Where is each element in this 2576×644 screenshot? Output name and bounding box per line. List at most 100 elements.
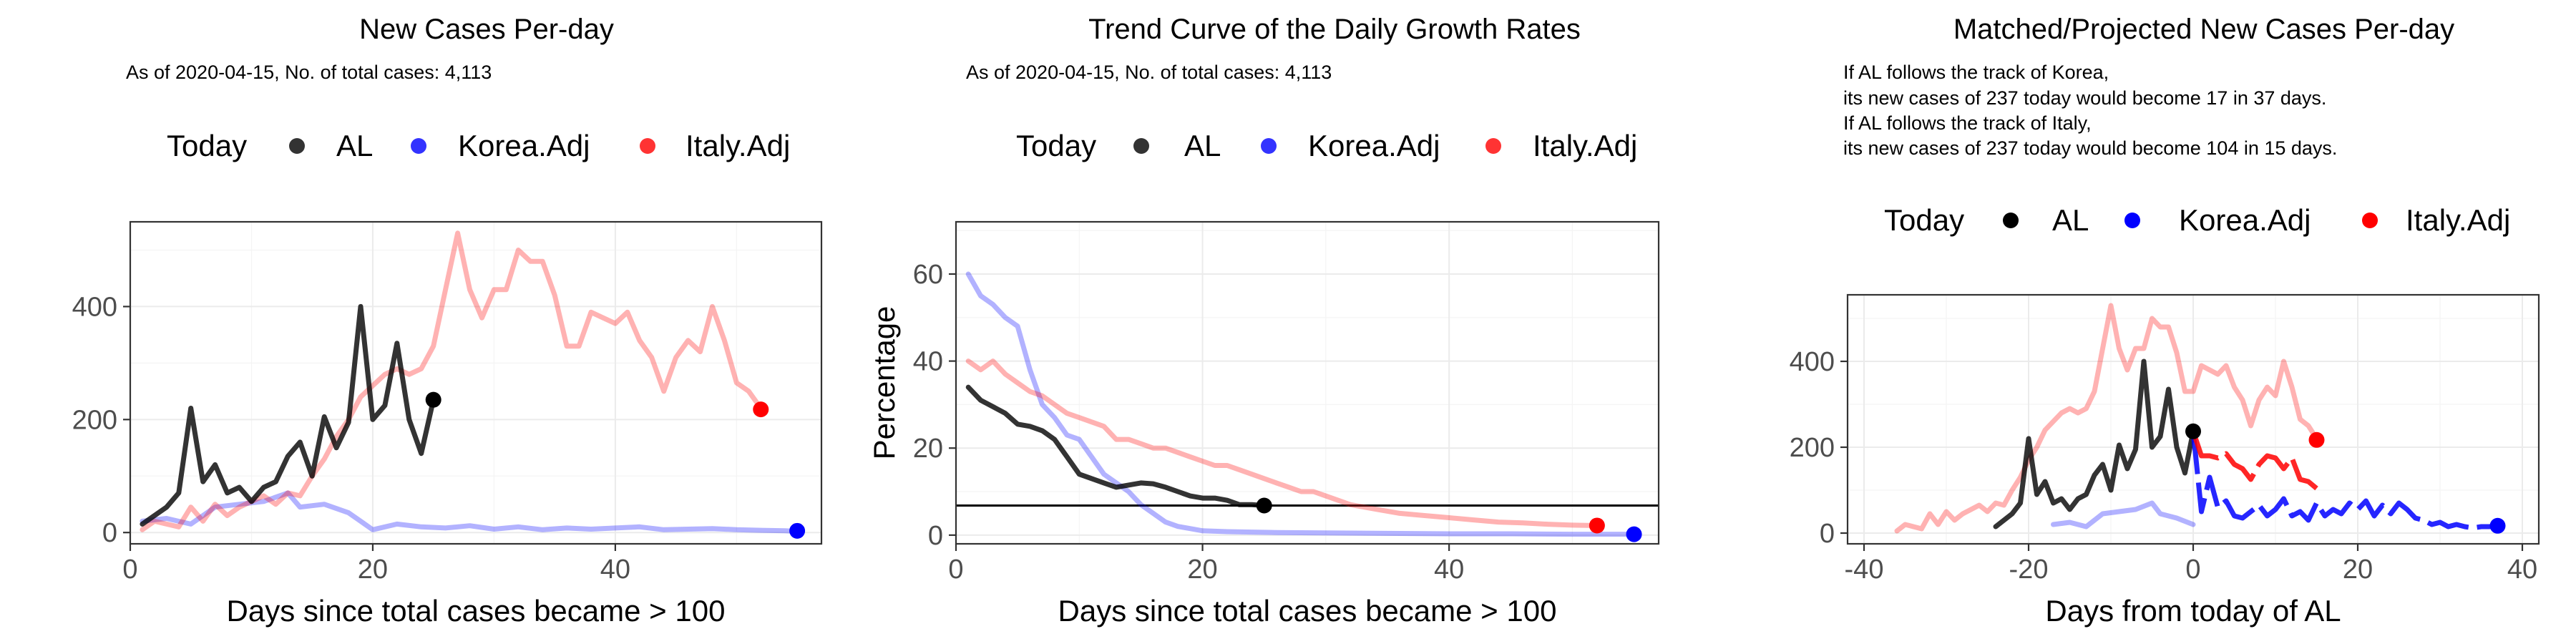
series-line-al	[965, 384, 1267, 508]
legend-key-al	[2003, 213, 2019, 228]
x-axis-title: Days since total cases became > 100	[227, 594, 726, 628]
chart-subtitle: As of 2020-04-15, No. of total cases: 4,…	[966, 62, 1332, 83]
series-line-italy-adj	[1894, 303, 2319, 534]
legend-label-al: AL	[336, 129, 373, 162]
legend-key-korea	[411, 138, 426, 154]
series-line-italy-adj-projected	[2190, 430, 2318, 491]
today-point	[1589, 517, 1605, 534]
legend-title: Today	[1016, 129, 1096, 162]
x-tick-label: 20	[1187, 555, 1217, 585]
axis-ticks: 0 20 40 0 20 40 60	[913, 260, 1465, 585]
today-point	[753, 401, 769, 418]
legend-label-korea: Korea.Adj	[2179, 203, 2311, 237]
y-tick-label: 0	[102, 518, 117, 548]
series-line-italy-adj	[965, 358, 1600, 528]
today-point	[1626, 526, 1642, 542]
series-group	[1894, 303, 2506, 534]
y-tick-label: 200	[1790, 433, 1835, 463]
chart-panel-projected-cases: Matched/Projected New Cases Per-day If A…	[1717, 0, 2576, 644]
y-tick-label: 0	[1820, 519, 1835, 549]
series-line-al	[1993, 358, 2196, 530]
legend-key-italy	[1485, 138, 1501, 154]
x-tick-label: -40	[1845, 555, 1884, 585]
x-axis-title: Days since total cases became > 100	[1058, 594, 1557, 628]
legend-label-korea: Korea.Adj	[458, 129, 590, 162]
series-line-korea-adj-projected	[2190, 431, 2498, 531]
chart-subtitle-line: its new cases of 237 today would become …	[1843, 87, 2326, 109]
plot-area: 0 20 40 0 20 40 60	[913, 220, 1660, 585]
legend-label-al: AL	[1184, 129, 1221, 162]
chart-panel-growth-rates: Trend Curve of the Daily Growth Rates As…	[859, 0, 1717, 644]
today-point	[2489, 517, 2506, 534]
today-point	[2185, 423, 2201, 439]
chart-subtitle: As of 2020-04-15, No. of total cases: 4,…	[126, 62, 492, 83]
y-axis-title: Percentage	[867, 306, 901, 460]
series-line-al	[140, 303, 436, 527]
today-point	[2308, 431, 2325, 448]
x-tick-label: 40	[2507, 555, 2537, 585]
legend: Today AL Korea.Adj Italy.Adj	[167, 129, 790, 162]
series-line-korea-adj	[965, 271, 1636, 537]
y-tick-label: 200	[72, 405, 117, 435]
legend-title: Today	[167, 129, 247, 162]
series-line-italy-adj	[140, 230, 763, 532]
grid	[955, 222, 1659, 544]
plot-background	[130, 222, 821, 544]
y-tick-label: 0	[928, 521, 943, 551]
legend-label-al: AL	[2052, 203, 2089, 237]
today-point	[1256, 497, 1272, 514]
legend-label-korea: Korea.Adj	[1308, 129, 1440, 162]
legend-key-al	[1133, 138, 1149, 154]
grid	[130, 222, 821, 544]
chart-subtitle-line: If AL follows the track of Korea,	[1843, 62, 2109, 83]
legend-key-korea	[1261, 138, 1277, 154]
chart-svg: Trend Curve of the Daily Growth Rates As…	[867, 14, 1660, 628]
series-group	[140, 230, 806, 539]
x-tick-label: 20	[2343, 555, 2373, 585]
legend-key-italy	[640, 138, 655, 154]
series-line-korea-adj	[140, 490, 800, 535]
chart-panel-new-cases: New Cases Per-day As of 2020-04-15, No. …	[0, 0, 859, 644]
x-tick-label: 40	[600, 555, 630, 585]
chart-subtitle-line: its new cases of 237 today would become …	[1843, 137, 2337, 159]
chart-svg: Matched/Projected New Cases Per-day If A…	[1790, 14, 2540, 628]
plot-frame	[955, 220, 1660, 545]
x-tick-label: 40	[1434, 555, 1464, 585]
chart-title: Trend Curve of the Daily Growth Rates	[1088, 14, 1581, 45]
legend-label-italy: Italy.Adj	[2406, 203, 2510, 237]
series-group	[956, 271, 1659, 542]
chart-subtitle-line: If AL follows the track of Italy,	[1843, 112, 2092, 134]
legend-key-italy	[2362, 213, 2378, 228]
chart-svg: New Cases Per-day As of 2020-04-15, No. …	[72, 14, 823, 628]
legend-key-al	[289, 138, 305, 154]
legend-label-italy: Italy.Adj	[686, 129, 790, 162]
legend: Today AL Korea.Adj Italy.Adj	[1884, 203, 2510, 237]
chart-title: New Cases Per-day	[359, 14, 614, 45]
x-tick-label: 0	[948, 555, 963, 585]
x-tick-label: 20	[358, 555, 388, 585]
x-tick-label: -20	[2009, 555, 2049, 585]
today-point	[425, 391, 441, 408]
today-point	[789, 522, 806, 539]
plot-frame	[129, 220, 823, 545]
legend-label-italy: Italy.Adj	[1533, 129, 1637, 162]
plot-background	[956, 222, 1659, 544]
legend-key-korea	[2124, 213, 2140, 228]
x-tick-label: 0	[2185, 555, 2200, 585]
grid	[1848, 295, 2539, 544]
y-tick-label: 40	[913, 347, 943, 377]
y-tick-label: 60	[913, 260, 943, 290]
y-tick-label: 400	[1790, 347, 1835, 377]
series-line-korea-adj	[2051, 500, 2196, 530]
legend: Today AL Korea.Adj Italy.Adj	[1016, 129, 1637, 162]
y-tick-label: 400	[72, 292, 117, 322]
x-tick-label: 0	[122, 555, 137, 585]
y-tick-label: 20	[913, 434, 943, 464]
chart-title: Matched/Projected New Cases Per-day	[1953, 14, 2454, 45]
x-axis-title: Days from today of AL	[2045, 594, 2341, 628]
legend-title: Today	[1884, 203, 1964, 237]
